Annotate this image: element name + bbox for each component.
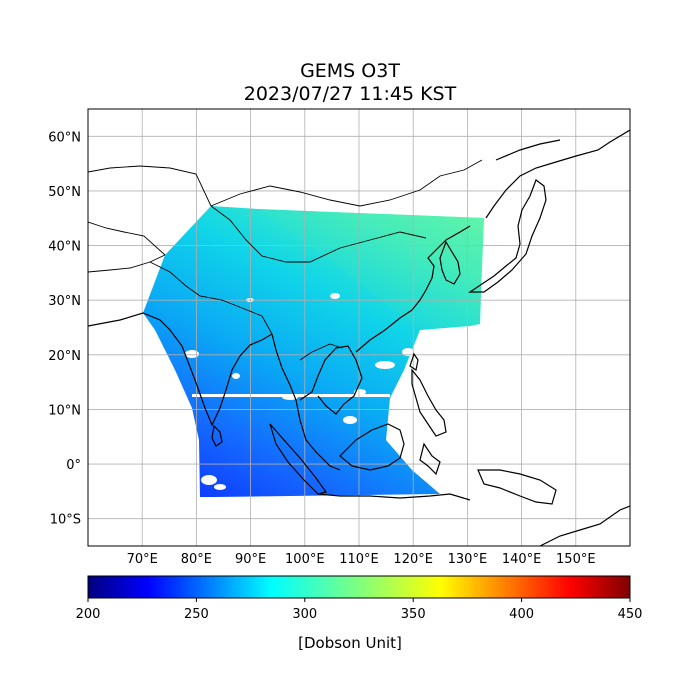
map-title-line2: 2023/07/27 11:45 KST [243, 83, 457, 105]
map-title-line1: GEMS O3T [300, 60, 400, 82]
colorbar-tick-label: 450 [618, 607, 643, 622]
latitude-tick-label: 20°N [48, 349, 81, 364]
longitude-tick-label: 110°E [339, 552, 379, 567]
longitude-tick-label: 140°E [502, 552, 542, 567]
latitude-tick-label: 50°N [48, 185, 81, 200]
latitude-tick-label: 0° [66, 458, 81, 473]
gridlines [88, 109, 630, 546]
longitude-tick-label: 150°E [556, 552, 596, 567]
colorbar [87, 575, 631, 599]
latitude-tick-label: 10°N [48, 403, 81, 418]
longitude-tick-label: 70°E [127, 552, 158, 567]
latitude-tick-label: 40°N [48, 240, 81, 255]
colorbar-tick-label: 400 [509, 607, 534, 622]
longitude-labels: 70°E 80°E 90°E 100°E 110°E 120°E 130°E 140°E 150… [127, 552, 596, 567]
colorbar-label: [Dobson Unit] [298, 634, 402, 652]
colorbar-tick-label: 350 [401, 607, 426, 622]
colorbar-tick-label: 250 [184, 607, 209, 622]
colorbar-tick-label: 200 [76, 607, 101, 622]
longitude-tick-label: 130°E [448, 552, 488, 567]
longitude-tick-label: 120°E [393, 552, 433, 567]
map-frame [87, 108, 631, 547]
latitude-tick-label: 30°N [48, 294, 81, 309]
longitude-tick-label: 100°E [285, 552, 325, 567]
latitude-tick-label: 10°S [50, 513, 81, 528]
colorbar-tick-label: 300 [292, 607, 317, 622]
coastlines [88, 129, 630, 546]
longitude-tick-label: 90°E [235, 552, 266, 567]
latitude-tick-label: 60°N [48, 130, 81, 145]
longitude-tick-label: 80°E [181, 552, 212, 567]
latitude-labels: 60°N 50°N 40°N 30°N 20°N 10°N 0° 10°S [48, 130, 81, 527]
colorbar-ticks: 200 250 300 350 400 450 [76, 598, 643, 622]
